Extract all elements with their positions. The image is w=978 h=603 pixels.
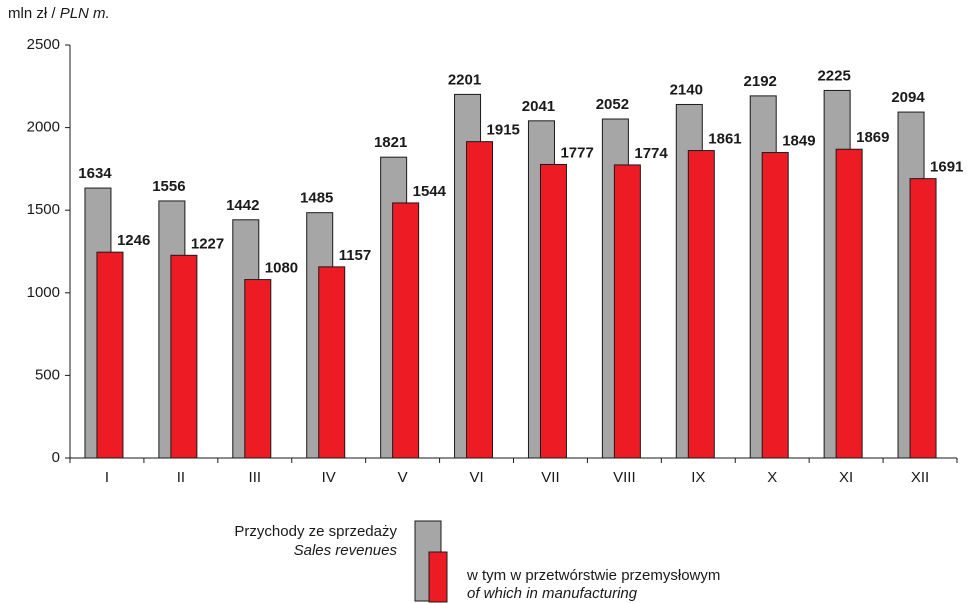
value-label: 2225 (817, 67, 850, 84)
value-label: 1869 (856, 129, 889, 146)
bar (613, 164, 641, 459)
value-label: 2192 (744, 73, 777, 90)
value-label: 1691 (930, 159, 963, 176)
y-tick-label: 2500 (27, 36, 60, 53)
bar (244, 279, 272, 459)
x-tick-label: II (177, 469, 185, 486)
bar (761, 152, 789, 459)
value-label: 1485 (300, 190, 333, 207)
value-label: 1246 (117, 232, 150, 249)
value-label: 1544 (413, 183, 447, 200)
value-label: 1227 (191, 235, 224, 252)
bar (909, 178, 937, 459)
y-axis-label: mln zł / PLN m. (8, 5, 110, 22)
value-label: 2041 (522, 98, 555, 115)
bar (96, 251, 124, 459)
value-label: 2052 (596, 96, 629, 113)
x-tick-label: VI (469, 469, 483, 486)
y-tick-label: 0 (52, 449, 60, 466)
y-tick-label: 500 (35, 366, 60, 383)
bar (466, 141, 494, 459)
value-label: 1157 (339, 247, 372, 264)
value-label: 1861 (708, 131, 741, 148)
value-label: 1774 (634, 145, 668, 162)
x-tick-label: XI (839, 469, 853, 486)
x-tick-label: IX (691, 469, 705, 486)
value-label: 1777 (560, 144, 593, 161)
x-tick-label: IV (322, 469, 336, 486)
x-tick-label: V (398, 469, 408, 486)
value-label: 2094 (891, 89, 925, 106)
legend-swatch (428, 551, 448, 603)
legend-label: Przychody ze sprzedaży (234, 523, 397, 540)
bar (835, 148, 863, 459)
value-label: 2201 (448, 71, 481, 88)
bar (392, 202, 420, 459)
y-axis-label-pl: mln zł / (8, 5, 56, 22)
bar (318, 266, 346, 459)
x-tick-label: VIII (613, 469, 636, 486)
x-tick-label: X (767, 469, 777, 486)
value-label: 1821 (374, 134, 407, 151)
value-label: 1634 (78, 165, 112, 182)
legend-label: Sales revenues (294, 542, 398, 559)
value-label: 1849 (782, 133, 815, 150)
y-tick-label: 2000 (27, 119, 60, 136)
y-tick-label: 1500 (27, 201, 60, 218)
value-label: 2140 (670, 81, 703, 98)
x-tick-label: VII (541, 469, 559, 486)
value-label: 1915 (487, 122, 520, 139)
legend-label: w tym w przetwórstwie przemysłowym (466, 567, 720, 584)
legend-label: of which in manufacturing (467, 585, 638, 602)
value-label: 1556 (152, 178, 185, 195)
bar (170, 254, 198, 459)
x-tick-label: I (105, 469, 109, 486)
y-tick-label: 1000 (27, 284, 60, 301)
value-label: 1442 (226, 197, 259, 214)
bar (539, 163, 567, 459)
x-tick-label: XII (911, 469, 929, 486)
x-tick-label: III (249, 469, 262, 486)
bar (687, 150, 715, 459)
y-axis-label-en: PLN m. (60, 5, 110, 22)
value-label: 1080 (265, 260, 298, 277)
